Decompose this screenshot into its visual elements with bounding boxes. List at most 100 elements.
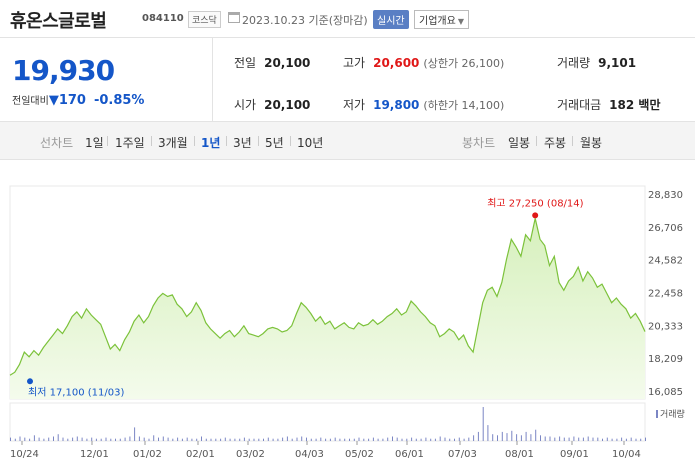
- stock-code: 084110: [142, 13, 184, 24]
- volume-bar: [162, 436, 164, 441]
- candle-chart-label: 봉차트: [462, 136, 496, 150]
- volume-bar: [611, 438, 613, 441]
- volume-bar: [606, 437, 608, 441]
- volume-bar: [616, 438, 618, 441]
- candle-weekly[interactable]: 주봉: [544, 136, 567, 150]
- volume-bar: [554, 437, 556, 441]
- volume-swatch-icon: [656, 410, 658, 418]
- volume-bar: [325, 438, 327, 441]
- volume-bar: [53, 436, 54, 441]
- period-1d[interactable]: 1일: [85, 136, 104, 150]
- period-1w[interactable]: 1주일: [115, 136, 145, 150]
- price-chart[interactable]: 28,830 26,706 24,582 22,458 20,333 18,209 16,0…: [0, 160, 695, 474]
- volume-bar: [329, 438, 331, 441]
- volume-bar: [602, 438, 603, 441]
- volume-bar: [67, 438, 69, 441]
- x-tick-label: 08/01: [505, 449, 534, 460]
- volume-bar: [215, 438, 217, 441]
- open-cell: 시가 20,100: [234, 96, 310, 113]
- amount-value: 182 백만: [609, 98, 661, 112]
- lower-limit: (하한가 14,100): [423, 99, 505, 112]
- volume-bar: [153, 435, 155, 441]
- prev-close-label: 전일: [234, 56, 257, 70]
- volume-bar: [382, 438, 384, 441]
- volume-bar: [363, 438, 365, 441]
- volume-label: 거래량: [557, 56, 591, 70]
- volume-bar: [10, 437, 11, 441]
- volume-bar: [449, 438, 451, 441]
- volume-bar: [387, 437, 389, 441]
- high-annotation: 최고 27,250 (08/14): [487, 197, 583, 209]
- volume-bar: [119, 438, 121, 441]
- stock-header: 휴온스글로벌 084110 코스닥 2023.10.23 기준(장마감) 실시간…: [0, 0, 695, 38]
- volume-bar: [243, 437, 245, 441]
- period-1y[interactable]: 1년: [201, 136, 221, 150]
- volume-bar: [358, 437, 360, 441]
- low-cell: 저가 19,800 (하한가 14,100): [343, 96, 504, 113]
- volume-bar: [516, 434, 518, 441]
- price-line: [9, 218, 646, 376]
- change-label: 전일대비: [12, 96, 49, 107]
- calendar-icon: [228, 12, 240, 23]
- company-overview-label: 기업개요: [419, 16, 456, 27]
- current-price: 19,930: [12, 54, 115, 87]
- volume-bar: [501, 431, 503, 441]
- price-change: 전일대비▼170 -0.85%: [12, 92, 144, 108]
- divider: [151, 136, 152, 146]
- low-value: 19,800: [373, 98, 420, 112]
- volume-bar: [86, 438, 88, 441]
- volume-bar: [568, 437, 570, 441]
- volume-bar: [315, 438, 317, 441]
- volume-bar: [592, 437, 594, 441]
- period-5y[interactable]: 5년: [265, 136, 284, 150]
- realtime-button[interactable]: 실시간: [373, 10, 409, 29]
- high-cell: 고가 20,600 (상한가 26,100): [343, 54, 504, 71]
- volume-bar: [377, 438, 379, 441]
- x-tick-label: 01/02: [133, 449, 162, 460]
- x-tick-label: 05/02: [345, 449, 374, 460]
- line-chart-label: 선차트: [40, 136, 74, 150]
- volume-bar: [411, 437, 413, 441]
- volume-frame: [9, 402, 646, 442]
- volume-bar: [57, 434, 59, 441]
- volume-bar: [506, 433, 508, 441]
- volume-bar: [415, 438, 417, 441]
- volume-bar: [625, 438, 627, 441]
- candle-daily[interactable]: 일봉: [508, 136, 531, 150]
- volume-bar: [282, 437, 284, 441]
- open-label: 시가: [234, 98, 257, 112]
- open-value: 20,100: [264, 98, 311, 112]
- volume-bar: [272, 438, 274, 441]
- y-tick-label: 16,085: [648, 387, 683, 398]
- volume-bar: [401, 438, 403, 441]
- volume-bar: [62, 437, 64, 441]
- volume-bar: [229, 438, 231, 441]
- volume-bar: [482, 407, 484, 441]
- candle-monthly[interactable]: 월봉: [580, 136, 603, 150]
- volume-bar: [138, 436, 140, 441]
- volume-bar: [33, 435, 35, 441]
- divider: [290, 136, 291, 146]
- period-3m[interactable]: 3개월: [158, 136, 188, 150]
- prev-close-cell: 전일 20,100: [234, 54, 310, 71]
- volume-bar: [477, 431, 479, 441]
- volume-bar: [186, 437, 188, 441]
- volume-bar: [95, 438, 97, 441]
- volume-bar: [100, 438, 102, 441]
- x-tick-label: 03/02: [236, 449, 265, 460]
- company-overview-button[interactable]: 기업개요 ▼: [414, 10, 469, 29]
- high-marker: [532, 212, 539, 219]
- volume-bar: [224, 437, 226, 441]
- volume-bar: [640, 438, 642, 441]
- volume-bar: [124, 437, 126, 441]
- volume-bar: [291, 438, 293, 441]
- volume-bar: [563, 437, 565, 441]
- volume-bar: [549, 436, 551, 441]
- high-value: 20,600: [373, 56, 420, 70]
- period-10y[interactable]: 10년: [297, 136, 324, 150]
- volume-bar: [525, 431, 527, 441]
- price-chart-svg: 28,830 26,706 24,582 22,458 20,333 18,209 16,0…: [9, 185, 683, 460]
- volume-bar: [72, 437, 74, 441]
- period-3y[interactable]: 3년: [233, 136, 252, 150]
- current-price-panel: 19,930 전일대비▼170 -0.85%: [0, 38, 213, 122]
